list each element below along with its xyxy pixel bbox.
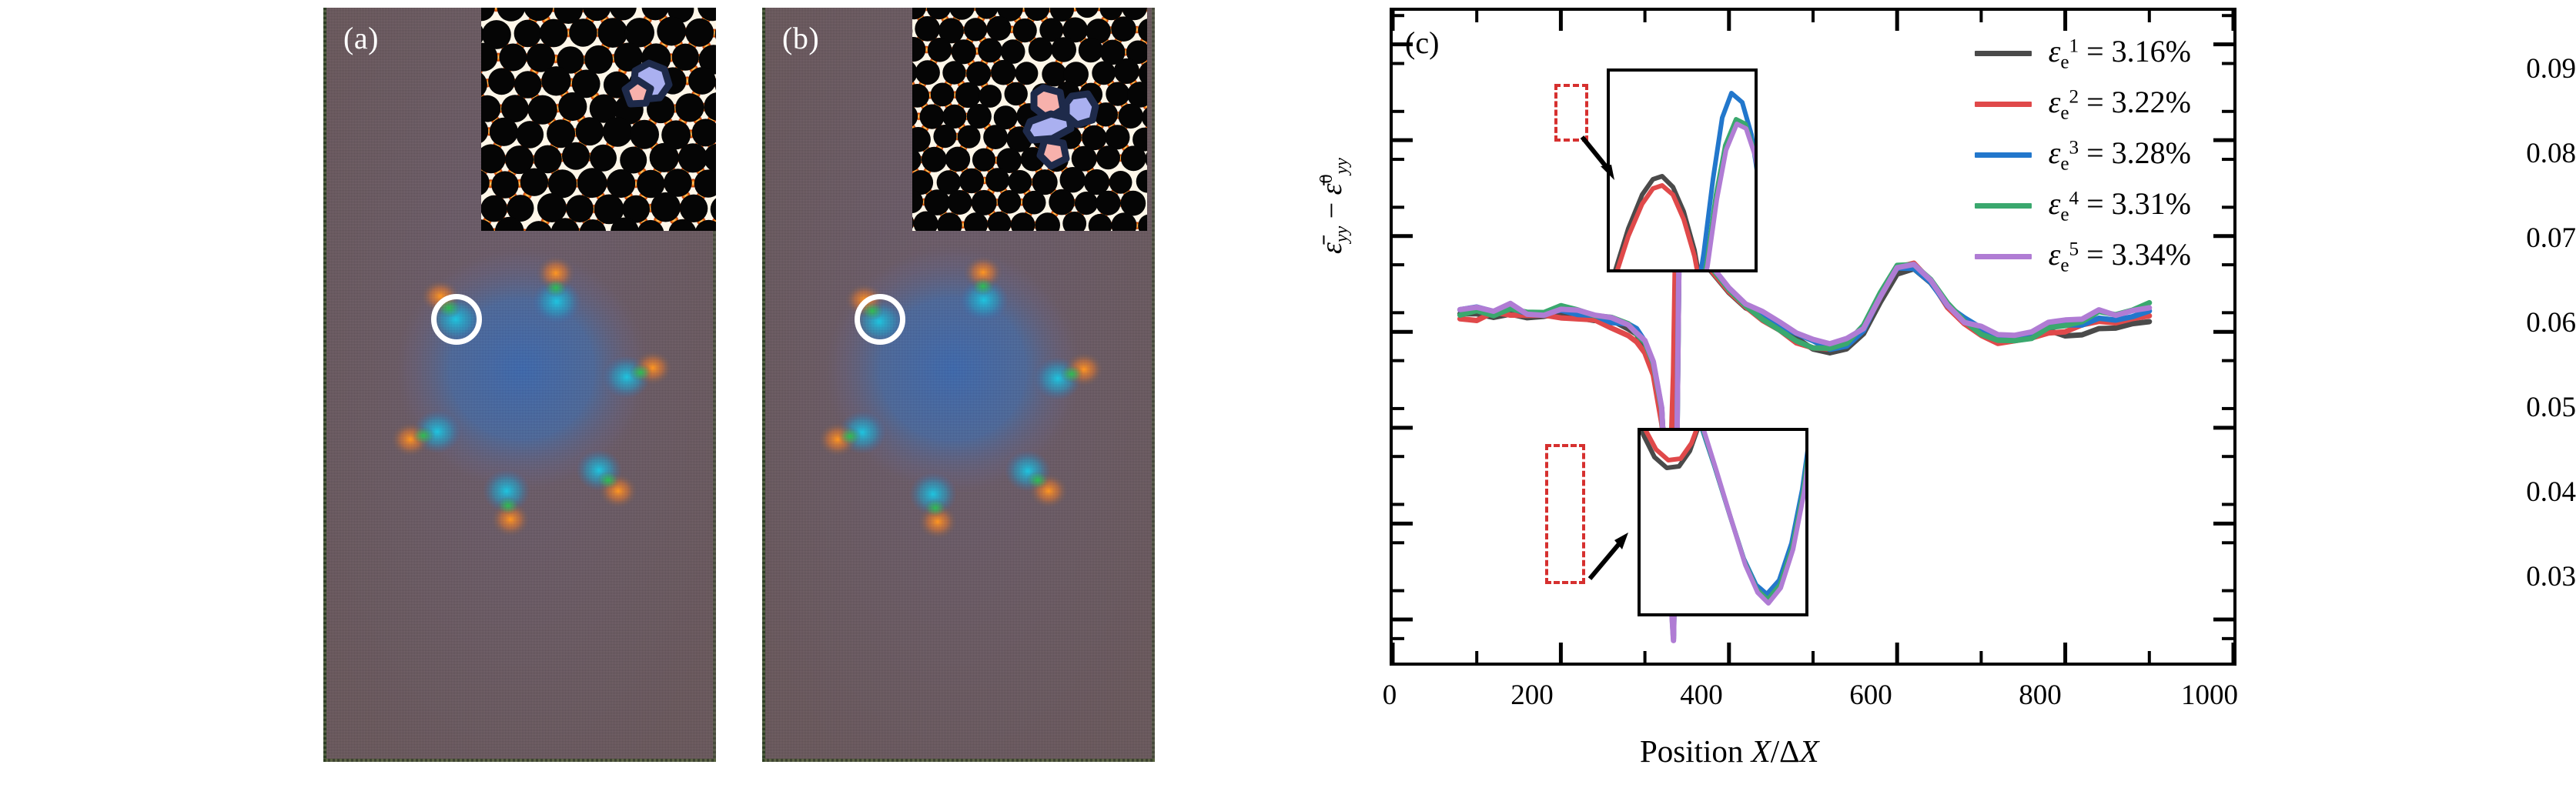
panel-b-bottom-edge xyxy=(762,759,1155,762)
y-tick-label: 0.07 xyxy=(2526,222,2576,254)
legend: εe1 = 3.16% εe2 = 3.22% εe3 = 3.28% εe4 … xyxy=(1974,28,2191,282)
y-tick-label: 0.08 xyxy=(2526,138,2576,169)
panel-b-right-edge xyxy=(1152,8,1155,762)
legend-swatch-series4 xyxy=(1974,202,2032,209)
panel-c: 0.09 0.08 0.07 0.06 0.05 0.04 0.03 ε̄yy … xyxy=(1309,0,2576,788)
heptagon-defect-right xyxy=(1062,90,1099,129)
legend-item[interactable]: εe3 = 3.28% xyxy=(1974,129,2191,180)
legend-item[interactable]: εe2 = 3.22% xyxy=(1974,78,2191,129)
x-tick-label: 200 xyxy=(1510,679,1554,711)
y-axis-title: ε̄yy − ε̄0yy xyxy=(1316,158,1352,254)
trough-arrow xyxy=(1587,533,1628,580)
legend-swatch-series2 xyxy=(1974,101,2032,107)
panel-b-defect-marker xyxy=(855,294,905,345)
y-tick-label: 0.09 xyxy=(2526,53,2576,85)
x-axis-title: Position X/ΔX xyxy=(1640,733,1819,769)
trough-detail-curves xyxy=(1641,431,1805,606)
legend-label-series4: εe4 = 3.31% xyxy=(2048,185,2191,225)
x-tick-label: 600 xyxy=(1849,679,1892,711)
x-tick-label: 400 xyxy=(1680,679,1723,711)
peak-detail-curves xyxy=(1613,91,1755,269)
pentagon-defect xyxy=(621,76,654,108)
panel-b-label: (b) xyxy=(782,21,820,55)
panel-c-label: (c) xyxy=(1405,25,1440,60)
panel-a-left-edge xyxy=(323,8,326,762)
panel-a-image: (a) xyxy=(323,8,716,762)
peak-zoom-dashed-box xyxy=(1554,84,1588,142)
legend-label-series5: εe5 = 3.34% xyxy=(2048,236,2191,276)
heptagon-defect-middle xyxy=(1022,110,1075,144)
legend-swatch-series5 xyxy=(1974,253,2032,259)
plot-area: (c) xyxy=(1390,8,2236,666)
panel-b-left-edge xyxy=(762,8,765,762)
legend-swatch-series1 xyxy=(1974,50,2032,56)
legend-label-series1: εe1 = 3.16% xyxy=(2048,33,2191,73)
trough-zoom-dashed-box xyxy=(1545,444,1585,584)
legend-swatch-series3 xyxy=(1974,152,2032,158)
x-tick-label: 800 xyxy=(2019,679,2062,711)
peak-arrow xyxy=(1580,135,1614,180)
legend-item[interactable]: εe4 = 3.31% xyxy=(1974,180,2191,231)
legend-label-series2: εe2 = 3.22% xyxy=(2048,84,2191,124)
panel-a-bottom-edge xyxy=(323,759,716,762)
panel-a-inset-packing xyxy=(481,8,716,231)
x-tick-label: 1000 xyxy=(2181,679,2238,711)
y-tick-label: 0.05 xyxy=(2526,392,2576,423)
panel-a-right-edge xyxy=(713,8,716,762)
y-tick-label: 0.03 xyxy=(2526,561,2576,593)
x-tick-label: 0 xyxy=(1382,679,1397,711)
y-tick-label: 0.06 xyxy=(2526,307,2576,339)
y-tick-label: 0.04 xyxy=(2526,476,2576,508)
panel-a-label: (a) xyxy=(343,21,379,55)
trough-detail-inset xyxy=(1638,428,1808,616)
panel-a-defect-marker xyxy=(431,294,482,345)
panel-b-inset-packing xyxy=(912,8,1147,231)
pentagon-defect-bottom xyxy=(1036,136,1070,170)
panel-b-image: (b) xyxy=(762,8,1155,762)
legend-item[interactable]: εe1 = 3.16% xyxy=(1974,28,2191,78)
peak-detail-inset xyxy=(1607,68,1758,272)
legend-item[interactable]: εe5 = 3.34% xyxy=(1974,231,2191,282)
legend-label-series3: εe3 = 3.28% xyxy=(2048,135,2191,175)
